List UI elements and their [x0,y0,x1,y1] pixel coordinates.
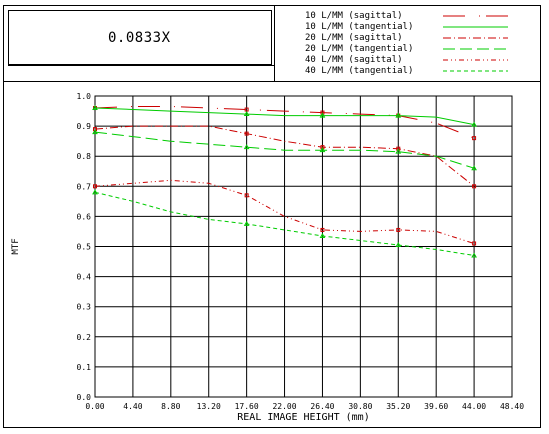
series-6 [92,189,477,258]
x-tick-label: 8.80 [161,402,180,411]
data-point-marker [472,136,477,141]
plot-area-border [94,95,513,398]
data-point-marker [396,227,401,232]
data-point-marker [93,184,97,189]
y-tick-label: 0.9 [77,122,92,131]
x-tick-label: 48.40 [500,402,524,411]
x-tick-label: 44.00 [462,402,486,411]
data-point-marker [471,252,477,258]
data-point-marker [243,220,250,226]
x-tick-label: 22.00 [272,402,296,411]
data-point-marker [244,193,249,198]
legend-entry: 40 L/MM (tangential) [275,66,541,78]
legend-label: 20 L/MM (tangential) [305,44,414,54]
data-point-marker [319,147,326,153]
x-tick-label: 26.40 [310,402,334,411]
series-4 [92,129,477,171]
x-tick-label: 30.80 [348,402,372,411]
x-axis-label: REAL IMAGE HEIGHT (mm) [237,412,369,423]
data-point-marker [472,184,477,189]
legend-entry: 10 L/MM (sagittal) [275,11,541,23]
header-vertical-divider [274,5,275,81]
x-tick-label: 13.20 [197,402,221,411]
x-tick-label: 35.20 [386,402,410,411]
y-tick-label: 0.8 [77,152,92,161]
data-point-marker [471,121,477,127]
grid [94,95,513,398]
y-tick-label: 1.0 [77,92,92,101]
data-point-marker [395,241,402,247]
data-point-marker [243,144,250,150]
legend-label: 10 L/MM (tangential) [305,22,414,32]
legend-entry: 20 L/MM (sagittal) [275,33,541,45]
y-tick-label: 0.6 [77,212,92,221]
y-tick-label: 0.1 [77,363,92,372]
magnification-value: 0.0833X [108,30,171,46]
data-point-marker [243,111,250,117]
series-line [94,107,475,126]
data-point-marker [319,232,326,238]
magnification-box [8,10,272,65]
data-point-marker [92,129,98,135]
series-5 [93,179,477,246]
series-line [94,106,475,139]
y-tick-label: 0.4 [77,273,92,282]
x-tick-label: 4.40 [123,402,142,411]
report-frame [3,5,541,428]
magnification-underline [8,65,274,66]
data-point-marker [395,148,402,154]
legend: 10 L/MM (sagittal) 10 L/MM (tangential) … [275,8,541,78]
data-point-marker [472,241,477,246]
legend-entry: 40 L/MM (sagittal) [275,55,541,67]
x-tick-label: 17.60 [235,402,259,411]
legend-label: 40 L/MM (tangential) [305,66,414,76]
data-point-marker [92,189,98,195]
series-line [94,191,475,256]
y-axis-label: MTF [11,238,21,254]
y-tick-label: 0.5 [77,243,92,252]
y-tick-label: 0.3 [77,303,92,312]
series-line [94,131,475,169]
data-point-marker [471,165,477,171]
data-point-marker [244,107,249,112]
x-tick-label: 39.60 [424,402,448,411]
data-point-marker [320,227,325,232]
legend-entry: 10 L/MM (tangential) [275,22,541,34]
data-point-marker [319,112,326,118]
series-line [94,125,475,187]
y-tick-label: 0.0 [77,393,92,402]
y-tick-label: 0.7 [77,182,92,191]
data-point-marker [92,105,98,111]
header-divider [3,81,541,82]
legend-label: 10 L/MM (sagittal) [305,11,403,21]
y-tick-label: 0.2 [77,333,92,342]
legend-label: 40 L/MM (sagittal) [305,55,403,65]
x-tick-label: 0.00 [85,402,104,411]
legend-label: 20 L/MM (sagittal) [305,33,403,43]
legend-entry: 20 L/MM (tangential) [275,44,541,56]
data-point-marker [395,112,402,118]
series-2 [92,105,477,127]
data-point-marker [244,131,249,136]
